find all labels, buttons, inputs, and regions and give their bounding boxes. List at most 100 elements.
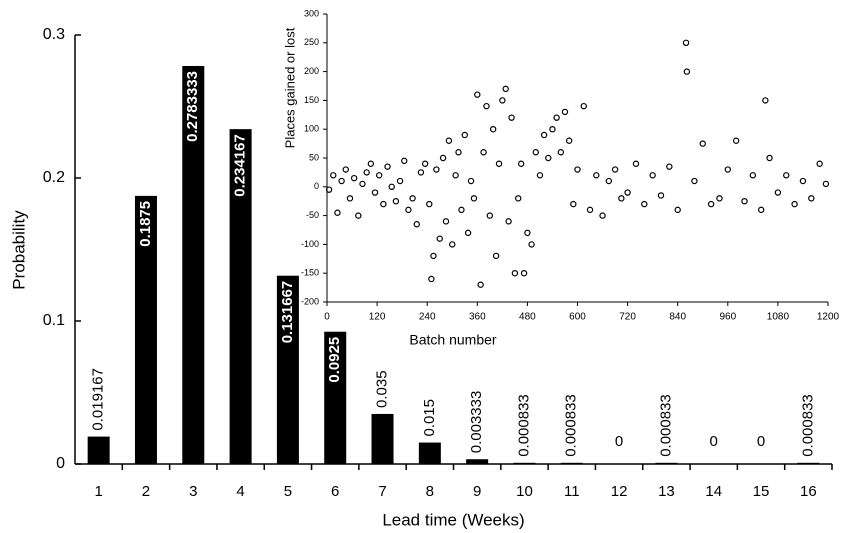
x-tick-label: 0 [324,312,330,323]
point [433,166,440,173]
value-label: 0.000833 [515,394,532,457]
point [624,189,631,196]
point [367,160,375,167]
point [632,160,640,167]
x-tick-label: 3 [189,483,197,500]
point [417,169,425,176]
x-tick-label: 13 [658,483,675,500]
point [574,166,581,173]
x-tick-label: 120 [369,312,386,323]
point [350,174,358,182]
point [683,68,691,75]
point [486,212,494,219]
point [359,180,366,188]
point [593,172,600,179]
point [505,218,512,225]
point [338,177,345,185]
x-tick-label: 600 [569,312,586,323]
point [458,206,465,214]
bar [655,462,678,464]
y-tick-label: 0 [56,455,65,472]
point [749,172,757,179]
x-tick-label: 960 [719,312,736,323]
point [426,200,433,208]
x-tick-label: 2 [142,483,150,500]
point [445,137,453,144]
y-tick-label: 0.3 [43,26,65,43]
value-label: 0.000833 [657,394,674,457]
x-tick-label: 16 [800,483,817,500]
value-label: 0 [710,433,718,450]
point [413,221,420,228]
value-label: 0.019167 [90,368,107,431]
value-label: 0.035 [374,370,391,408]
point [565,137,573,144]
x-tick-label: 4 [236,483,244,500]
x-axis-label: Lead time (Weeks) [382,510,524,529]
point [375,172,383,179]
bar [182,65,205,464]
value-label: 0.234167 [232,134,249,197]
point [346,195,354,202]
point [666,163,673,170]
point [483,102,490,110]
bar [371,413,394,464]
point [561,108,569,116]
y-tick-label: -150 [301,268,319,278]
point [611,166,619,173]
point [758,206,765,214]
bar [87,436,110,464]
y-tick-label: -50 [306,210,319,220]
y-tick-label: 0.2 [43,169,65,186]
point [461,131,468,139]
value-label: 0.000833 [563,394,580,457]
bar [560,462,583,464]
x-tick-label: 360 [469,312,486,323]
point [355,212,362,219]
point [330,172,337,179]
value-label: 0.131667 [279,281,296,344]
point [732,137,740,144]
point [766,154,773,162]
y-axis-label: Places gained or lost [282,27,297,148]
y-tick-label: -100 [301,239,319,249]
point [783,172,790,179]
point [480,149,487,156]
y-tick-label: 200 [304,66,319,76]
point [586,206,594,214]
x-tick-label: 240 [419,312,436,323]
bar [276,275,299,464]
point [517,160,525,167]
point [762,97,769,104]
value-label: 0.000833 [799,394,816,457]
value-label: 0.003333 [468,391,485,454]
value-label: 0.1875 [137,201,154,247]
point [388,183,395,190]
y-axis-label: Probability [9,210,28,290]
point [674,206,681,214]
point [467,177,475,185]
point [492,252,500,260]
point [452,172,459,179]
point [822,180,830,188]
y-tick-label: 300 [304,8,319,18]
point [421,160,429,167]
point [549,125,556,133]
point [430,252,437,260]
point [495,160,503,167]
bar [324,331,347,464]
x-tick-label: 480 [519,312,536,323]
bar [466,459,489,464]
point [540,131,548,139]
y-tick-label: 250 [304,37,319,47]
point [641,200,648,208]
point [325,186,333,193]
point [392,197,400,205]
point [799,177,807,185]
point [405,206,412,214]
bar [134,195,157,464]
point [808,195,815,202]
point [791,200,798,208]
point [520,270,528,277]
point [605,177,613,185]
